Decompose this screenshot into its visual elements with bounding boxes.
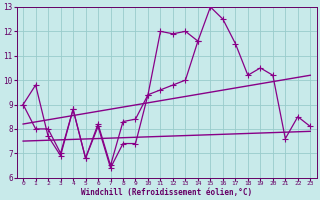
X-axis label: Windchill (Refroidissement éolien,°C): Windchill (Refroidissement éolien,°C) (81, 188, 252, 197)
